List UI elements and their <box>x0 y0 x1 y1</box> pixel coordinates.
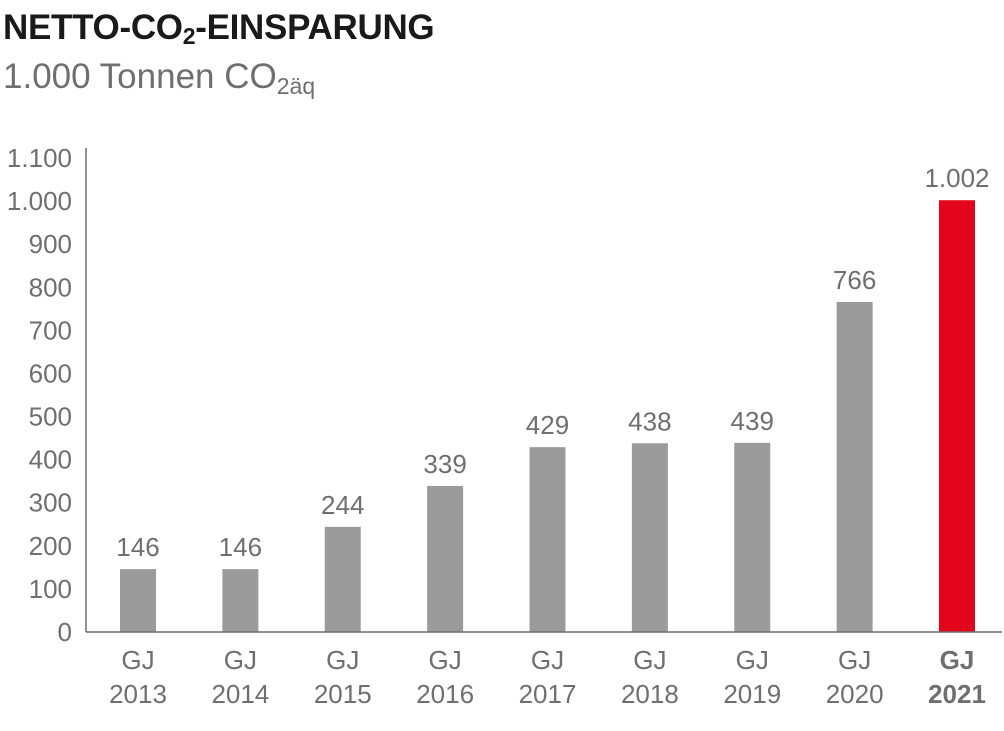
y-tick-label: 400 <box>29 445 72 475</box>
x-category-label: GJ <box>838 645 871 675</box>
chart-title: NETTO-CO2-EINSPARUNG <box>3 8 435 49</box>
bar <box>529 447 566 632</box>
chart-title-main: NETTO-CO <box>3 8 183 47</box>
bar-value-label: 244 <box>321 490 364 520</box>
x-category-year-label: 2019 <box>723 679 781 709</box>
chart-title-subscript: 2 <box>182 23 196 49</box>
bar <box>631 443 668 632</box>
bar <box>734 442 771 632</box>
bar-value-label: 146 <box>219 532 262 562</box>
y-tick-label: 1.100 <box>7 143 72 173</box>
bar-value-label: 146 <box>116 532 159 562</box>
y-tick-label: 700 <box>29 315 72 345</box>
x-category-year-label: 2017 <box>519 679 577 709</box>
y-tick-label: 200 <box>29 531 72 561</box>
x-category-year-label: 2021 <box>928 679 986 709</box>
bar-value-label: 438 <box>628 406 671 436</box>
x-category-label: GJ <box>326 645 359 675</box>
bar <box>324 526 361 632</box>
x-category-year-label: 2020 <box>826 679 884 709</box>
y-tick-label: 500 <box>29 402 72 432</box>
bar <box>222 569 259 632</box>
bar-highlight <box>939 200 975 632</box>
bar <box>427 485 464 632</box>
chart-unit-subtitle: 1.000 Tonnen CO2äq <box>3 57 316 99</box>
x-category-label: GJ <box>429 645 462 675</box>
x-category-year-label: 2016 <box>416 679 474 709</box>
x-category-label: GJ <box>633 645 666 675</box>
bar-value-label: 339 <box>423 449 466 479</box>
x-category-year-label: 2018 <box>621 679 679 709</box>
x-category-year-label: 2015 <box>314 679 372 709</box>
chart-unit-main: 1.000 Tonnen CO <box>3 57 277 96</box>
x-category-year-label: 2014 <box>211 679 269 709</box>
chart-title-rest: -EINSPARUNG <box>195 8 435 47</box>
x-category-label: GJ <box>531 645 564 675</box>
bar-value-label: 1.002 <box>924 163 989 193</box>
chart-unit-subscript: 2äq <box>276 73 316 99</box>
bar <box>836 301 873 632</box>
x-category-label: GJ <box>736 645 769 675</box>
x-category-label: GJ <box>121 645 154 675</box>
bar-value-label: 429 <box>526 410 569 440</box>
bar-value-label: 439 <box>731 406 774 436</box>
y-tick-label: 1.000 <box>7 186 72 216</box>
y-tick-label: 100 <box>29 574 72 604</box>
y-tick-label: 900 <box>29 229 72 259</box>
y-tick-label: 600 <box>29 358 72 388</box>
y-tick-label: 300 <box>29 488 72 518</box>
x-category-label: GJ <box>224 645 257 675</box>
bar <box>120 569 156 632</box>
x-category-label: GJ <box>940 645 975 675</box>
x-category-year-label: 2013 <box>109 679 167 709</box>
y-tick-label: 0 <box>58 617 72 647</box>
bar-value-label: 766 <box>833 265 876 295</box>
y-tick-label: 800 <box>29 272 72 302</box>
